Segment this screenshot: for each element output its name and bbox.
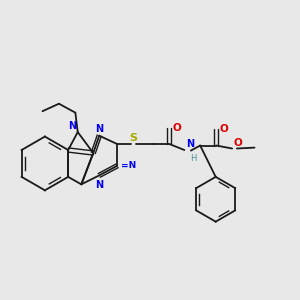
Text: O: O [219,124,228,134]
Text: N: N [68,121,76,130]
Text: N: N [95,124,103,134]
Text: O: O [172,123,181,133]
Text: H: H [190,154,196,163]
Text: N: N [186,139,194,149]
Text: =N: =N [121,161,136,170]
Text: S: S [130,133,138,143]
Text: O: O [234,138,242,148]
Text: N: N [95,180,103,190]
